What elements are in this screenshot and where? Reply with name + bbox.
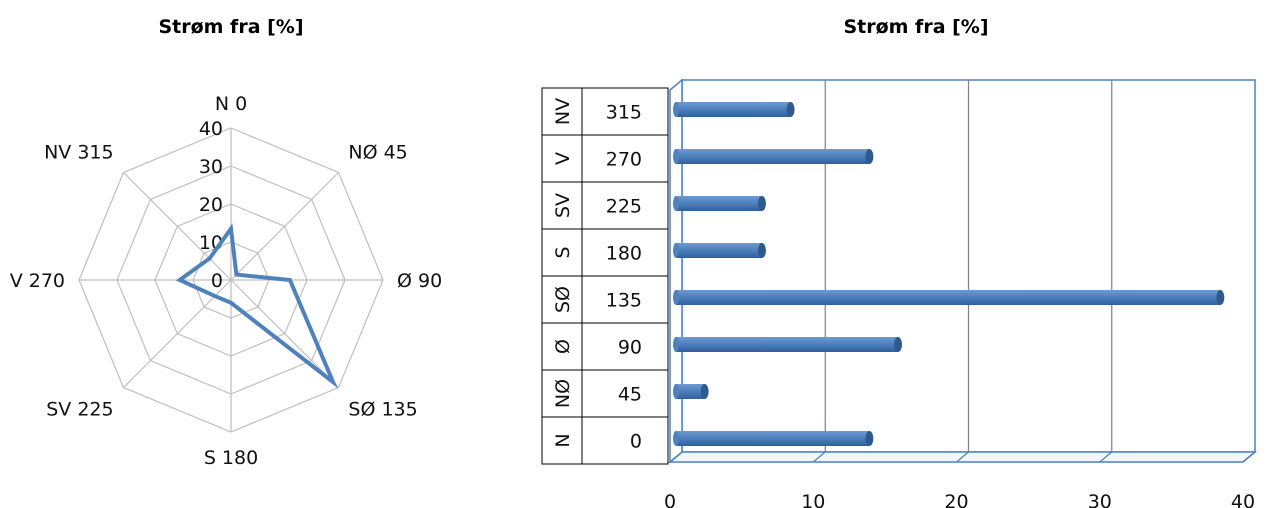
bar bbox=[673, 431, 874, 446]
bar-row-degrees: 45 bbox=[618, 384, 642, 406]
bar-series bbox=[673, 102, 1225, 446]
bar-row-direction: SØ bbox=[552, 286, 574, 313]
bar-row-direction: S bbox=[552, 246, 574, 258]
bar bbox=[673, 102, 795, 117]
radar-point bbox=[234, 273, 238, 277]
radar-tick-label: 0 bbox=[211, 270, 223, 292]
bar-base bbox=[673, 384, 679, 399]
radar-category-label: S 180 bbox=[204, 447, 258, 469]
bar-row-direction: NØ bbox=[552, 379, 574, 408]
radar-category-label: NV 315 bbox=[44, 142, 114, 164]
bar-row-degrees: 180 bbox=[606, 243, 642, 265]
bar bbox=[673, 196, 766, 211]
bar-row-degrees: 270 bbox=[606, 149, 642, 171]
bar-body bbox=[676, 243, 762, 258]
bar-row-degrees: 0 bbox=[630, 431, 642, 453]
bar-row-degrees: 90 bbox=[618, 337, 642, 359]
radar-point bbox=[229, 301, 233, 305]
bar-base bbox=[673, 290, 679, 305]
bar-row-degrees: 315 bbox=[606, 102, 642, 124]
bar-base bbox=[673, 149, 679, 164]
bar bbox=[673, 337, 903, 352]
bar bbox=[673, 290, 1225, 305]
radar-point bbox=[178, 278, 182, 282]
bar-base bbox=[673, 243, 679, 258]
bar-x-tick-labels: 0 10 20 30 40 bbox=[664, 491, 1255, 508]
bar-row-direction: NV bbox=[552, 98, 574, 125]
bar-body bbox=[676, 337, 899, 352]
bar-cap bbox=[1216, 290, 1225, 305]
bar-row-direction: Ø bbox=[552, 339, 574, 354]
radar-point bbox=[229, 227, 233, 231]
bar-base bbox=[673, 196, 679, 211]
radar-category-label: NØ 45 bbox=[348, 142, 407, 164]
bar-category-table: N 0 NØ 45 Ø 90 SØ 135 S 180 SV 225 V 270 NV 315 bbox=[541, 87, 669, 465]
bar-body bbox=[676, 384, 705, 399]
radar-point bbox=[208, 257, 211, 260]
bar-body bbox=[676, 431, 870, 446]
bar-body bbox=[676, 149, 870, 164]
bar-x-tick-label: 20 bbox=[944, 491, 968, 508]
bar-body bbox=[676, 290, 1221, 305]
bar-x-tick-label: 0 bbox=[664, 491, 676, 508]
radar-category-label: V 270 bbox=[10, 270, 65, 292]
bar-x-tick-label: 30 bbox=[1088, 491, 1112, 508]
bar-floor-tick bbox=[1242, 451, 1256, 463]
bar bbox=[673, 149, 874, 164]
bar-floor-tick bbox=[812, 451, 826, 463]
bar-x-tick-label: 40 bbox=[1231, 491, 1255, 508]
radar-tick-label: 40 bbox=[199, 118, 223, 140]
radar-spoke bbox=[123, 172, 232, 281]
radar-category-label: SV 225 bbox=[46, 398, 113, 420]
radar-point bbox=[213, 294, 217, 298]
bar-row-degrees: 225 bbox=[606, 196, 642, 218]
bar-base bbox=[673, 431, 679, 446]
bar-cap bbox=[757, 196, 766, 211]
bar-floor-tick bbox=[669, 451, 683, 463]
bar bbox=[673, 243, 766, 258]
bar-row-degrees: 135 bbox=[606, 290, 642, 312]
bar-row-direction: SV bbox=[552, 193, 574, 218]
radar-spoke bbox=[230, 279, 339, 388]
bar-body bbox=[676, 102, 791, 117]
radar-category-label: N 0 bbox=[215, 93, 247, 115]
bar-base bbox=[673, 337, 679, 352]
bar-title: Strøm fra [%] bbox=[843, 16, 988, 38]
bar-row-direction: V bbox=[552, 152, 574, 165]
radar-spoke bbox=[230, 172, 339, 281]
bar-side-wall bbox=[669, 78, 683, 464]
radar-category-label: SØ 135 bbox=[348, 398, 417, 420]
radar-grid bbox=[78, 127, 384, 433]
bar-floor-tick bbox=[1099, 451, 1113, 463]
bar-chart: Strøm fra [%] N 0 NØ 45 Ø 90 SØ 135 S 180 SV 225 V 27… bbox=[541, 16, 1258, 508]
radar-series bbox=[175, 223, 338, 389]
radar-category-label: Ø 90 bbox=[397, 270, 442, 292]
bar-cap bbox=[757, 243, 766, 258]
bar-plot-frame bbox=[667, 78, 1258, 464]
bar bbox=[673, 384, 709, 399]
bar-cap bbox=[865, 149, 874, 164]
bar-cap bbox=[700, 384, 709, 399]
bar-cap bbox=[865, 431, 874, 446]
radar-title: Strøm fra [%] bbox=[158, 16, 303, 38]
bar-body bbox=[676, 196, 762, 211]
bar-floor-tick bbox=[956, 451, 969, 463]
radar-tick-label: 20 bbox=[199, 194, 223, 216]
radar-tick-label: 30 bbox=[199, 156, 223, 178]
radar-category-labels: N 0 NØ 45 Ø 90 SØ 135 S 180 SV 225 V 270 NV 315 bbox=[10, 93, 442, 469]
bar-x-tick-label: 10 bbox=[801, 491, 825, 508]
bar-row-direction: N bbox=[552, 433, 574, 447]
bar-cap bbox=[894, 337, 903, 352]
radar-point bbox=[331, 380, 335, 384]
bar-cap bbox=[786, 102, 795, 117]
radar-spoke bbox=[123, 279, 232, 388]
radar-point bbox=[288, 278, 292, 282]
bar-base bbox=[673, 102, 679, 117]
